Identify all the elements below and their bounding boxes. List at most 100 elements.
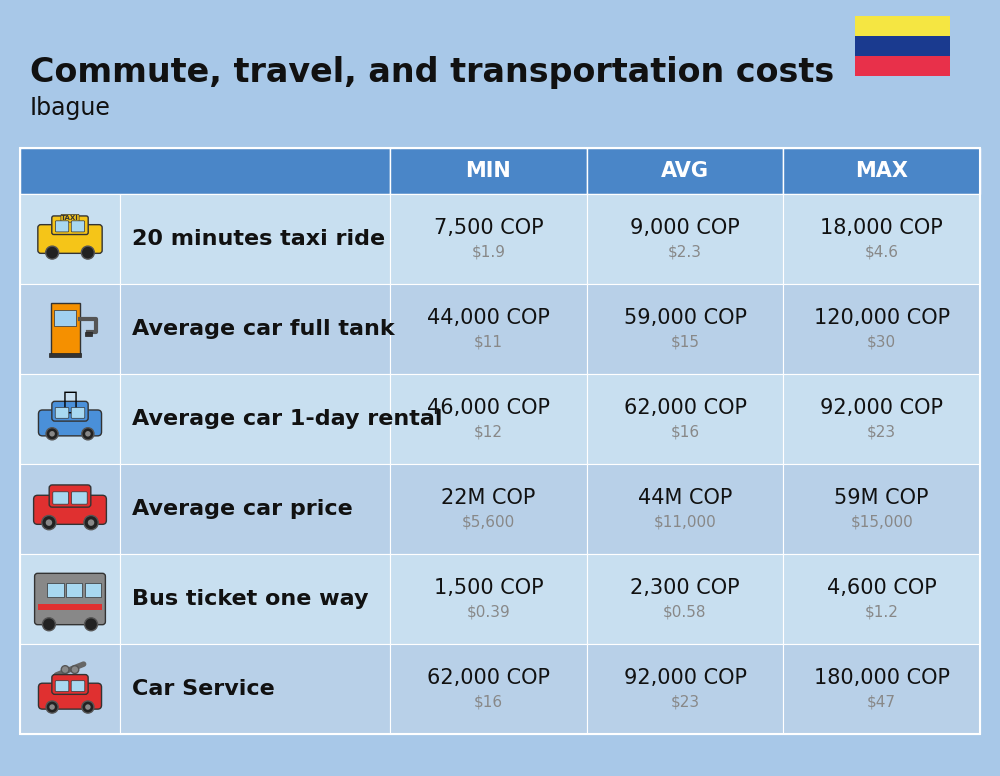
- Bar: [120, 194, 390, 284]
- FancyBboxPatch shape: [38, 683, 102, 709]
- Bar: [20, 148, 980, 734]
- Text: 4,600 COP: 4,600 COP: [827, 578, 937, 598]
- Text: 59M COP: 59M COP: [834, 488, 929, 508]
- Text: $12: $12: [474, 424, 503, 439]
- Text: $23: $23: [867, 424, 896, 439]
- Text: 1,500 COP: 1,500 COP: [434, 578, 543, 598]
- FancyBboxPatch shape: [34, 495, 106, 525]
- FancyBboxPatch shape: [71, 221, 85, 232]
- Text: 46,000 COP: 46,000 COP: [427, 398, 550, 418]
- Bar: [587, 284, 783, 374]
- Bar: [783, 374, 980, 464]
- Bar: [85, 583, 101, 598]
- Bar: [587, 644, 783, 734]
- Text: $5,600: $5,600: [462, 514, 515, 529]
- Bar: [120, 374, 390, 464]
- Text: $2.3: $2.3: [668, 244, 702, 259]
- Circle shape: [49, 705, 55, 710]
- Bar: [587, 194, 783, 284]
- FancyBboxPatch shape: [52, 216, 88, 234]
- Bar: [587, 374, 783, 464]
- Bar: [783, 284, 980, 374]
- FancyBboxPatch shape: [49, 485, 91, 508]
- Circle shape: [85, 618, 98, 631]
- FancyBboxPatch shape: [55, 221, 69, 232]
- Text: $30: $30: [867, 334, 896, 349]
- Bar: [54, 310, 76, 326]
- Bar: [783, 644, 980, 734]
- Circle shape: [46, 246, 59, 259]
- Bar: [587, 554, 783, 644]
- Text: Commute, travel, and transportation costs: Commute, travel, and transportation cost…: [30, 56, 834, 89]
- Text: Car Service: Car Service: [132, 679, 275, 699]
- Circle shape: [71, 666, 79, 674]
- Bar: [390, 194, 587, 284]
- Bar: [587, 464, 783, 554]
- Text: 7,500 COP: 7,500 COP: [434, 218, 543, 238]
- Bar: [390, 464, 587, 554]
- Circle shape: [46, 428, 58, 440]
- Bar: [120, 464, 390, 554]
- Text: $11,000: $11,000: [654, 514, 716, 529]
- Text: 180,000 COP: 180,000 COP: [814, 668, 950, 688]
- Text: 120,000 COP: 120,000 COP: [814, 308, 950, 328]
- Text: $11: $11: [474, 334, 503, 349]
- Bar: [783, 194, 980, 284]
- Bar: [120, 554, 390, 644]
- Bar: [51, 303, 80, 355]
- Text: 20 minutes taxi ride: 20 minutes taxi ride: [132, 229, 385, 249]
- FancyBboxPatch shape: [61, 214, 79, 222]
- Bar: [49, 352, 81, 356]
- Bar: [855, 36, 950, 56]
- Bar: [587, 148, 783, 194]
- Text: $4.6: $4.6: [865, 244, 899, 259]
- Bar: [390, 284, 587, 374]
- Text: 18,000 COP: 18,000 COP: [820, 218, 943, 238]
- FancyBboxPatch shape: [71, 681, 85, 691]
- Circle shape: [85, 431, 91, 437]
- Bar: [20, 374, 120, 464]
- FancyBboxPatch shape: [71, 407, 85, 418]
- FancyBboxPatch shape: [52, 401, 88, 421]
- Text: Average car 1-day rental: Average car 1-day rental: [132, 409, 442, 429]
- Bar: [783, 554, 980, 644]
- Text: $15: $15: [670, 334, 700, 349]
- Bar: [783, 464, 980, 554]
- Bar: [20, 148, 390, 194]
- Bar: [38, 604, 102, 611]
- Bar: [85, 331, 92, 336]
- Circle shape: [84, 515, 98, 530]
- Text: $16: $16: [670, 424, 700, 439]
- Bar: [47, 583, 64, 598]
- FancyBboxPatch shape: [35, 573, 105, 625]
- Bar: [66, 583, 82, 598]
- Bar: [20, 464, 120, 554]
- Text: 44M COP: 44M COP: [638, 488, 732, 508]
- Text: 🔑: 🔑: [62, 390, 78, 413]
- Circle shape: [42, 515, 56, 530]
- Text: 2,300 COP: 2,300 COP: [630, 578, 740, 598]
- FancyBboxPatch shape: [38, 410, 102, 436]
- FancyBboxPatch shape: [38, 225, 102, 253]
- Circle shape: [46, 519, 52, 526]
- Bar: [20, 194, 120, 284]
- Text: 22M COP: 22M COP: [441, 488, 536, 508]
- Text: $0.39: $0.39: [466, 605, 510, 619]
- Bar: [120, 644, 390, 734]
- Bar: [20, 554, 120, 644]
- Text: Bus ticket one way: Bus ticket one way: [132, 589, 368, 609]
- Bar: [120, 284, 390, 374]
- Circle shape: [82, 701, 94, 713]
- Circle shape: [85, 705, 91, 710]
- Text: Average car full tank: Average car full tank: [132, 319, 395, 339]
- Text: $16: $16: [474, 695, 503, 709]
- Circle shape: [42, 618, 55, 631]
- Bar: [390, 644, 587, 734]
- FancyBboxPatch shape: [55, 681, 69, 691]
- Circle shape: [88, 519, 94, 526]
- FancyBboxPatch shape: [53, 492, 68, 504]
- Text: $23: $23: [670, 695, 700, 709]
- Text: 62,000 COP: 62,000 COP: [427, 668, 550, 688]
- Bar: [855, 56, 950, 76]
- Text: $15,000: $15,000: [850, 514, 913, 529]
